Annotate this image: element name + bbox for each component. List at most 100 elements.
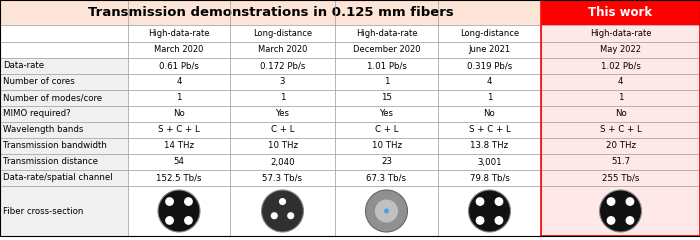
Bar xyxy=(438,25,541,42)
Text: 14 THz: 14 THz xyxy=(164,142,194,150)
Text: No: No xyxy=(173,109,185,119)
Bar xyxy=(230,122,335,138)
Bar xyxy=(230,138,335,154)
Bar xyxy=(438,154,541,170)
Bar xyxy=(335,25,438,42)
Bar xyxy=(541,170,700,186)
Bar xyxy=(541,138,700,154)
Circle shape xyxy=(271,212,278,219)
Text: 1: 1 xyxy=(486,94,492,102)
Bar xyxy=(541,0,700,25)
Text: Data-rate: Data-rate xyxy=(3,61,44,71)
Text: 1: 1 xyxy=(280,94,286,102)
Circle shape xyxy=(365,190,407,232)
Circle shape xyxy=(468,190,510,232)
Text: 51.7: 51.7 xyxy=(611,157,630,167)
Text: 20 THz: 20 THz xyxy=(606,142,636,150)
Bar xyxy=(230,25,335,42)
Bar xyxy=(0,90,128,106)
Circle shape xyxy=(599,190,641,232)
Bar xyxy=(128,74,230,90)
Text: 0.61 Pb/s: 0.61 Pb/s xyxy=(159,61,199,71)
Bar xyxy=(230,58,335,74)
Text: 10 THz: 10 THz xyxy=(372,142,402,150)
Bar xyxy=(128,170,230,186)
Bar xyxy=(230,186,335,236)
Circle shape xyxy=(626,197,634,206)
Text: No: No xyxy=(484,109,496,119)
Text: No: No xyxy=(615,109,626,119)
Text: March 2020: March 2020 xyxy=(154,46,204,54)
Bar xyxy=(0,0,541,25)
Text: C + L: C + L xyxy=(271,126,294,134)
Circle shape xyxy=(475,197,484,206)
Circle shape xyxy=(626,216,634,225)
Bar xyxy=(335,58,438,74)
Circle shape xyxy=(494,216,503,225)
Circle shape xyxy=(384,209,389,214)
Text: 1: 1 xyxy=(176,94,182,102)
Text: 15: 15 xyxy=(381,94,392,102)
Text: 4: 4 xyxy=(486,78,492,86)
Bar xyxy=(438,138,541,154)
Bar xyxy=(0,58,128,74)
Bar xyxy=(438,186,541,236)
Circle shape xyxy=(475,216,484,225)
Bar xyxy=(541,106,700,122)
Text: Transmission distance: Transmission distance xyxy=(3,157,98,167)
Bar xyxy=(128,58,230,74)
Text: 2,040: 2,040 xyxy=(270,157,295,167)
Text: May 2022: May 2022 xyxy=(600,46,641,54)
Bar xyxy=(335,154,438,170)
Text: Yes: Yes xyxy=(276,109,290,119)
Bar xyxy=(335,42,438,58)
Bar xyxy=(335,186,438,236)
Text: 1: 1 xyxy=(617,94,623,102)
Text: 23: 23 xyxy=(381,157,392,167)
Circle shape xyxy=(607,216,615,225)
Text: 0.172 Pb/s: 0.172 Pb/s xyxy=(260,61,305,71)
Bar xyxy=(335,74,438,90)
Text: March 2020: March 2020 xyxy=(258,46,307,54)
Text: 152.5 Tb/s: 152.5 Tb/s xyxy=(156,174,202,182)
Bar xyxy=(0,138,128,154)
Bar xyxy=(438,122,541,138)
Bar xyxy=(230,106,335,122)
Bar xyxy=(541,74,700,90)
Bar xyxy=(128,90,230,106)
Text: December 2020: December 2020 xyxy=(353,46,420,54)
Bar xyxy=(128,186,230,236)
Text: Number of cores: Number of cores xyxy=(3,78,75,86)
Text: 13.8 THz: 13.8 THz xyxy=(470,142,509,150)
Text: Long-distance: Long-distance xyxy=(253,29,312,38)
Text: Transmission demonstrations in 0.125 mm fibers: Transmission demonstrations in 0.125 mm … xyxy=(88,6,454,19)
Bar xyxy=(438,74,541,90)
Bar xyxy=(128,154,230,170)
Text: Wavelength bands: Wavelength bands xyxy=(3,126,83,134)
Bar xyxy=(541,42,700,58)
Bar xyxy=(438,90,541,106)
Bar xyxy=(438,106,541,122)
Circle shape xyxy=(165,197,174,206)
Text: 4: 4 xyxy=(176,78,182,86)
Bar xyxy=(541,154,700,170)
Text: 57.3 Tb/s: 57.3 Tb/s xyxy=(262,174,302,182)
Circle shape xyxy=(607,197,615,206)
Text: High-data-rate: High-data-rate xyxy=(356,29,417,38)
Bar xyxy=(335,170,438,186)
Bar xyxy=(541,58,700,74)
Circle shape xyxy=(158,190,200,232)
Bar xyxy=(0,122,128,138)
Text: 255 Tb/s: 255 Tb/s xyxy=(602,174,639,182)
Bar xyxy=(230,74,335,90)
Text: 3: 3 xyxy=(280,78,286,86)
Circle shape xyxy=(494,197,503,206)
Bar xyxy=(0,186,128,236)
Bar xyxy=(438,170,541,186)
Text: 3,001: 3,001 xyxy=(477,157,502,167)
Bar xyxy=(0,154,128,170)
Bar xyxy=(0,106,128,122)
Bar xyxy=(128,138,230,154)
Text: S + C + L: S + C + L xyxy=(158,126,200,134)
Bar xyxy=(335,106,438,122)
